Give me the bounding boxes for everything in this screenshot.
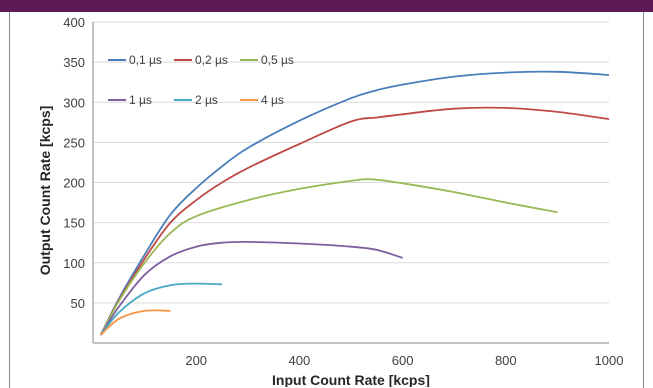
y-tick-label: 350 [63,55,85,70]
y-axis-title: Output Count Rate [kcps] [37,106,53,276]
series-line-3 [99,240,403,336]
y-tick-label: 200 [63,176,85,191]
x-tick-label: 800 [495,353,517,368]
series-line-0 [99,70,610,336]
legend-label: 1 µs [129,93,152,107]
series-line-1 [99,106,610,336]
y-tick-label: 50 [71,296,85,311]
legend: 0,1 µs 0,2 µs 0,5 µs 1 µs 2 µs 4 µs [108,53,294,107]
legend-label: 0,2 µs [195,53,228,67]
x-axis-title: Input Count Rate [kcps] [272,372,430,387]
x-tick-label: 600 [392,353,414,368]
title-band [0,0,653,12]
x-tick-label: 400 [289,353,311,368]
axes: 50 100 150 200 250 300 350 400 200 400 600 800 1000 [63,15,623,368]
y-tick-label: 400 [63,15,85,30]
y-tick-label: 300 [63,95,85,110]
x-tick-label: 200 [185,353,207,368]
legend-label: 4 µs [261,93,284,107]
y-tick-label: 100 [63,256,85,271]
chart-frame [9,12,644,388]
grid-lines [93,21,609,304]
x-tick-label: 1000 [595,353,624,368]
series-layer [99,70,610,336]
y-tick-label: 150 [63,216,85,231]
y-tick-label: 250 [63,135,85,150]
legend-label: 2 µs [195,93,218,107]
legend-label: 0,5 µs [261,53,294,67]
series-line-2 [99,178,558,336]
series-line-4 [99,282,223,336]
series-line-5 [100,309,171,336]
legend-label: 0,1 µs [129,53,162,67]
